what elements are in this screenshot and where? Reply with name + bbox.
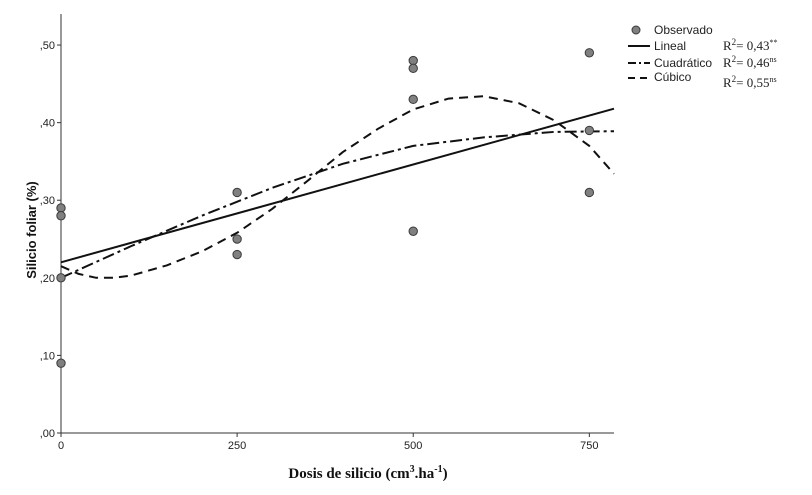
legend-r2-cúbico: R2= 0,55ns	[723, 74, 777, 90]
data-point	[584, 125, 595, 136]
observed-points	[56, 48, 595, 368]
series-lines	[60, 95, 615, 279]
data-point	[56, 203, 66, 213]
legend-marker-observado	[631, 25, 641, 35]
data-point	[408, 55, 418, 66]
data-point	[232, 187, 242, 198]
series-line-lineal	[60, 107, 615, 264]
axes	[60, 14, 614, 434]
y-tick-label: ,20	[40, 273, 55, 285]
data-point	[56, 358, 66, 368]
x-ticks: 0 250 500 750	[58, 433, 599, 452]
y-tick-label: ,30	[40, 195, 55, 207]
x-tick-label: 0	[58, 440, 64, 452]
legend-label-cúbico: Cúbico	[654, 70, 692, 84]
y-tick-label: ,50	[40, 40, 55, 52]
x-tick-label: 250	[228, 440, 246, 452]
data-point	[56, 273, 66, 283]
x-axis-title: Dosis de silicio (cm3.ha-1)	[288, 464, 447, 482]
data-point	[408, 94, 418, 105]
y-tick-label: ,10	[40, 350, 55, 362]
data-point	[408, 226, 418, 236]
data-point	[584, 48, 595, 58]
series-line-cuadrático	[60, 130, 615, 279]
data-point	[584, 187, 595, 198]
y-tick-label: ,00	[40, 428, 55, 440]
y-ticks: ,00 ,10 ,20 ,30 ,40 ,50	[40, 40, 61, 440]
x-tick-label: 500	[404, 440, 422, 452]
legend: Observado Lineal R2= 0,43** Cuadrático R2= 0…	[628, 23, 778, 90]
legend-label-cuadrático: Cuadrático	[654, 56, 712, 70]
legend-r2-lineal: R2= 0,43**	[723, 37, 778, 53]
legend-r2-cuadrático: R2= 0,46ns	[723, 54, 777, 70]
series-line-cúbico	[60, 95, 615, 279]
data-point	[56, 211, 66, 221]
data-point	[232, 249, 242, 260]
legend-label-observado: Observado	[654, 23, 713, 37]
data-point	[232, 234, 242, 244]
legend-label-lineal: Lineal	[654, 39, 686, 53]
x-tick-label: 750	[580, 440, 598, 452]
data-point	[408, 63, 418, 74]
y-tick-label: ,40	[40, 118, 55, 130]
y-axis-title: Silicio foliar (%)	[24, 181, 39, 279]
